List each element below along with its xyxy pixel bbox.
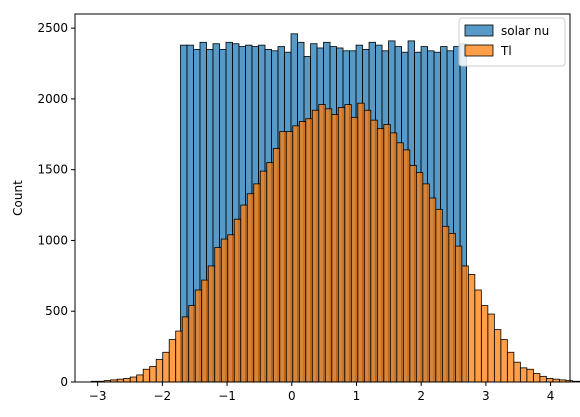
bar-tl bbox=[448, 232, 456, 383]
bar-tl bbox=[285, 131, 294, 383]
bar-tl bbox=[402, 149, 411, 383]
bar-tl bbox=[149, 366, 157, 383]
bar-tl bbox=[227, 234, 235, 383]
bar-tl bbox=[123, 378, 131, 383]
x-tick-label: 4 bbox=[547, 389, 555, 403]
bar-tl bbox=[428, 197, 437, 383]
bar-tl bbox=[415, 172, 424, 383]
bar-tl bbox=[370, 119, 378, 383]
bar-tl bbox=[545, 378, 554, 383]
bar-tl bbox=[571, 380, 580, 383]
bar-tl bbox=[337, 107, 346, 383]
bar-tl bbox=[526, 368, 534, 383]
plot-frame bbox=[74, 13, 571, 383]
bar-tl bbox=[129, 376, 138, 383]
y-axis-label: Count bbox=[11, 180, 25, 216]
bar-tl bbox=[305, 118, 313, 383]
bar-tl bbox=[487, 313, 495, 383]
bar-tl bbox=[474, 289, 482, 383]
bar-tl bbox=[409, 165, 417, 383]
legend: solar nu Tl bbox=[458, 17, 566, 67]
bar-tl bbox=[331, 114, 339, 383]
bar-tl bbox=[500, 339, 508, 383]
bar-tl bbox=[292, 125, 300, 383]
bar-tl bbox=[266, 162, 274, 383]
bar-tl bbox=[168, 339, 177, 383]
bar-tl bbox=[422, 183, 430, 383]
legend-label-solar-nu: solar nu bbox=[501, 24, 549, 38]
bar-tl bbox=[136, 374, 144, 383]
bar-tl bbox=[188, 305, 196, 383]
bar-tl bbox=[467, 274, 476, 383]
y-tick-label: 2000 bbox=[37, 92, 68, 106]
y-tick-label: 1500 bbox=[37, 163, 68, 177]
y-tick-label: 500 bbox=[45, 304, 68, 318]
bar-tl bbox=[461, 265, 469, 383]
bar-tl bbox=[298, 121, 307, 383]
bar-tl bbox=[272, 148, 281, 383]
bar-tl bbox=[350, 116, 359, 383]
bar-tl bbox=[513, 361, 521, 383]
legend-swatch-solar-nu bbox=[464, 24, 494, 37]
bar-tl bbox=[181, 316, 190, 383]
bar-tl bbox=[162, 351, 170, 383]
bar-tl bbox=[376, 128, 385, 383]
bar-tl bbox=[435, 208, 443, 383]
y-tick-label: 0 bbox=[60, 375, 68, 389]
y-tick-label: 2500 bbox=[37, 21, 68, 35]
bar-tl bbox=[240, 204, 248, 383]
legend-label-tl: Tl bbox=[500, 44, 512, 58]
x-tick-label: 1 bbox=[353, 389, 361, 403]
bar-tl bbox=[214, 247, 222, 383]
bar-tl bbox=[578, 380, 580, 383]
bar-tl bbox=[175, 330, 183, 383]
bar-tl bbox=[441, 225, 450, 383]
bar-tl bbox=[519, 367, 528, 383]
x-tick-label: −3 bbox=[89, 389, 107, 403]
bar-tl bbox=[142, 368, 151, 383]
bar-tl bbox=[389, 132, 398, 383]
bar-tl bbox=[279, 131, 287, 383]
x-tick-label: 0 bbox=[288, 389, 296, 403]
bar-tl bbox=[396, 142, 404, 383]
bar-tl bbox=[201, 279, 209, 383]
bar-tl bbox=[344, 104, 352, 383]
bar-tl bbox=[324, 108, 333, 383]
x-tick-label: 3 bbox=[482, 389, 490, 403]
bar-tl bbox=[194, 289, 203, 383]
bar-tl bbox=[318, 104, 326, 383]
y-tick-label: 1000 bbox=[37, 233, 68, 247]
bar-tl bbox=[454, 245, 463, 383]
bar-tl bbox=[493, 329, 502, 383]
x-tick-label: 2 bbox=[417, 389, 425, 403]
x-axis: −3 −2 −1 0 1 2 3 4 bbox=[89, 382, 555, 403]
y-axis: 0 500 1000 1500 2000 2500 bbox=[37, 21, 75, 389]
bar-tl bbox=[233, 218, 242, 383]
bar-tl bbox=[259, 170, 268, 383]
bar-tl bbox=[363, 109, 372, 383]
bar-tl bbox=[506, 351, 515, 383]
legend-swatch-tl bbox=[464, 44, 494, 57]
bar-tl bbox=[220, 238, 229, 383]
bar-tl bbox=[539, 375, 547, 383]
x-tick-label: −2 bbox=[154, 389, 172, 403]
bar-tl bbox=[253, 183, 261, 383]
bar-tl bbox=[480, 305, 489, 383]
bar-tl bbox=[311, 109, 320, 383]
bar-tl bbox=[357, 102, 365, 383]
x-tick-label: −1 bbox=[218, 389, 236, 403]
bar-tl bbox=[155, 358, 164, 383]
bar-tl bbox=[383, 124, 391, 383]
bar-tl bbox=[532, 373, 541, 383]
bar-tl bbox=[207, 265, 216, 383]
bar-tl bbox=[246, 193, 255, 383]
